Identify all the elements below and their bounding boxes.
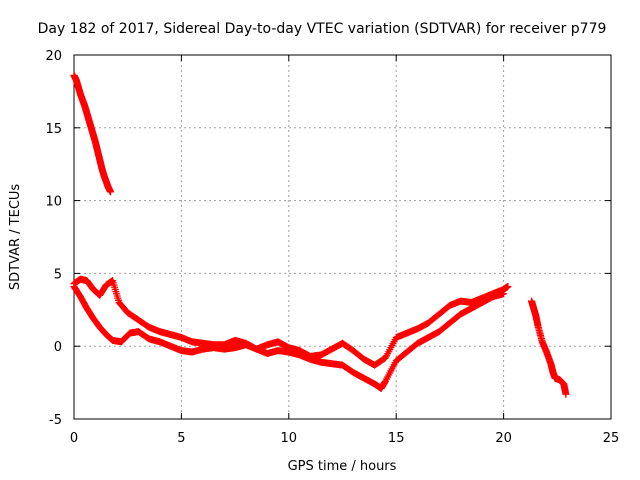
- data-point: [500, 290, 508, 298]
- plot-frame: [73, 54, 612, 420]
- data-point: [504, 283, 512, 291]
- x-tick-label: 25: [603, 431, 620, 446]
- y-tick-label: 0: [54, 340, 62, 355]
- series-points: [528, 297, 570, 398]
- y-tick-label: 15: [45, 122, 62, 137]
- y-tick-label: -5: [49, 413, 62, 428]
- data-point: [107, 188, 115, 196]
- y-tick-label: 5: [54, 267, 62, 282]
- x-tick-label: 5: [177, 431, 185, 446]
- y-axis-label: SDTVAR / TECUs: [8, 184, 23, 291]
- x-axis-label: GPS time / hours: [288, 459, 397, 474]
- y-tick-label: 10: [45, 195, 62, 210]
- series-points: [70, 71, 115, 196]
- x-tick-label: 20: [495, 431, 512, 446]
- y-tick-label: 20: [45, 49, 62, 64]
- data-point: [562, 390, 570, 398]
- data-points: [70, 71, 570, 398]
- grid: [74, 55, 611, 419]
- x-axis-ticks: 0 5 10 15 20 25: [70, 55, 619, 446]
- y-axis-ticks: -5 0 5 10 15 20: [45, 49, 611, 428]
- series-points: [70, 283, 508, 392]
- x-tick-label: 15: [388, 431, 405, 446]
- chart-title: Day 182 of 2017, Sidereal Day-to-day VTE…: [38, 21, 607, 37]
- x-tick-label: 10: [281, 431, 298, 446]
- x-tick-label: 0: [70, 431, 78, 446]
